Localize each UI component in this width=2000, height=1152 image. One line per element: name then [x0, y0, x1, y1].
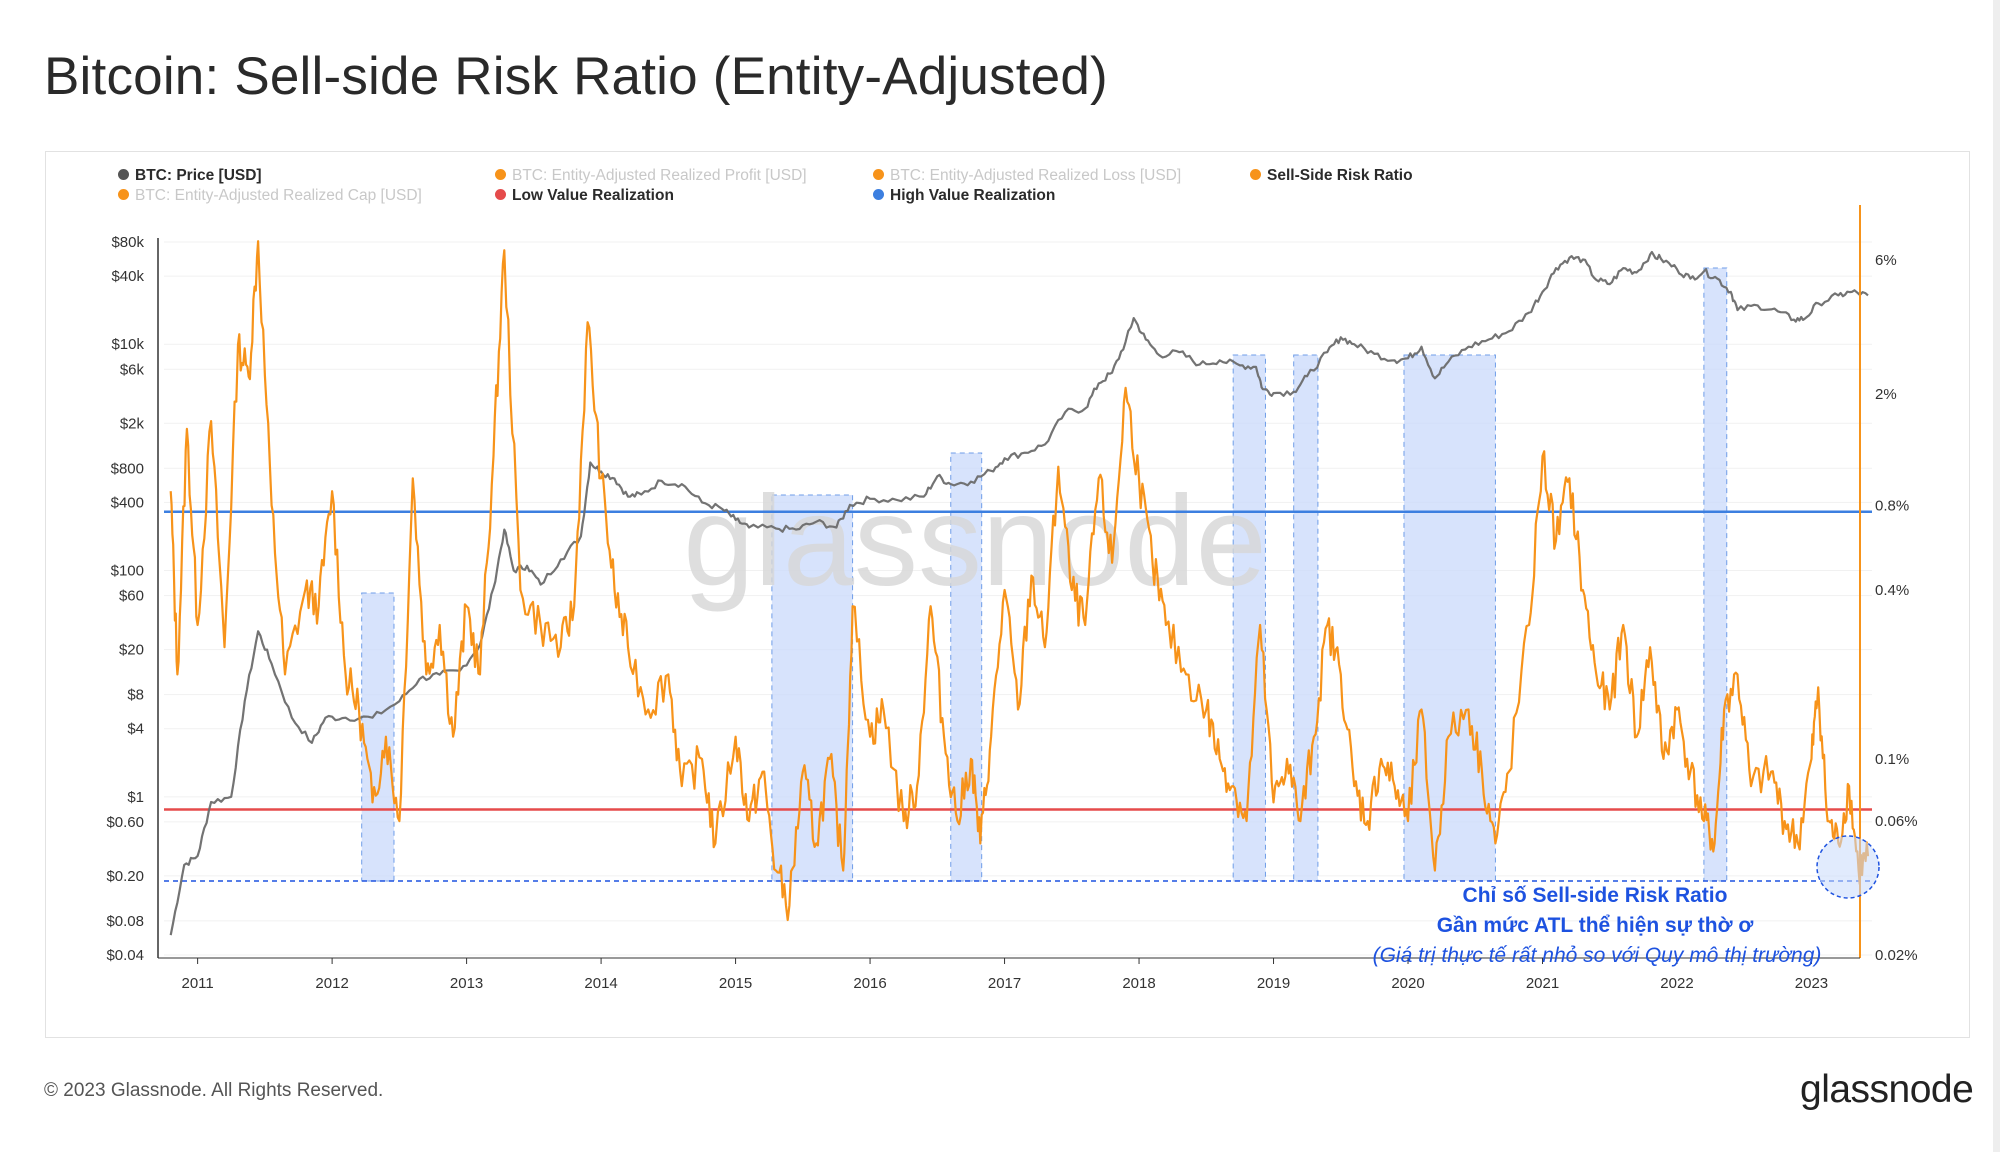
x-tick-label: 2020: [1391, 975, 1424, 992]
right-tick-label: 0.02%: [1875, 947, 1918, 964]
left-tick-label: $800: [111, 460, 144, 477]
legend-label: BTC: Entity-Adjusted Realized Cap [USD]: [135, 187, 422, 204]
x-tick-label: 2022: [1660, 975, 1693, 992]
copyright-text: © 2023 Glassnode. All Rights Reserved.: [44, 1080, 384, 1101]
left-tick-label: $4: [127, 721, 144, 738]
annotation-line3: (Giá trị thực tế rất nhỏ so với Quy mô t…: [1373, 944, 1822, 967]
left-tick-label: $40k: [111, 268, 144, 285]
left-tick-label: $80k: [111, 234, 144, 251]
x-tick-label: 2012: [315, 975, 348, 992]
left-tick-label: $0.08: [106, 913, 144, 930]
x-tick-label: 2011: [181, 975, 213, 992]
right-tick-label: 0.8%: [1875, 498, 1909, 515]
axes: $0.04 $0.08 $0.20 $0.60 $1 $4 $8 $20 $60 $100 $400…: [106, 205, 1918, 992]
legend-dot-icon: [873, 189, 884, 200]
series-lines: [169, 240, 1870, 936]
left-tick-label: $1: [127, 789, 144, 806]
left-tick-label: $0.04: [106, 947, 144, 964]
x-tick-label: 2019: [1257, 975, 1290, 992]
left-tick-label: $20: [119, 642, 144, 659]
legend-label: Low Value Realization: [512, 187, 674, 204]
threshold-lines: [164, 510, 1872, 882]
legend-dot-icon: [118, 189, 129, 200]
shaded-region: [1232, 354, 1266, 882]
x-tick-label: 2017: [988, 975, 1021, 992]
left-tick-label: $10k: [111, 336, 144, 353]
x-tick-label: 2016: [853, 975, 886, 992]
annotation-shapes: [1816, 835, 1880, 899]
left-tick-label: $400: [111, 494, 144, 511]
price-series-line: [169, 250, 1869, 936]
x-tick-label: 2013: [450, 975, 483, 992]
shaded-region: [361, 592, 395, 882]
watermark: glassnode: [683, 470, 1267, 613]
legend-label: BTC: Price [USD]: [135, 167, 262, 184]
legend-label: BTC: Entity-Adjusted Realized Profit [US…: [512, 167, 807, 184]
left-tick-label: $2k: [120, 415, 145, 432]
legend-item[interactable]: High Value Realization: [873, 187, 1055, 205]
x-tick-label: 2018: [1122, 975, 1155, 992]
x-tick-label: 2015: [719, 975, 752, 992]
x-tick-label: 2021: [1526, 975, 1559, 992]
shaded-region: [1703, 267, 1728, 882]
legend-item[interactable]: BTC: Entity-Adjusted Realized Loss [USD]: [873, 167, 1181, 185]
left-tick-label: $0.20: [106, 868, 144, 885]
left-tick-label: $0.60: [106, 814, 144, 831]
risk-ratio-series-line: [169, 240, 1870, 922]
left-tick-label: $8: [127, 687, 144, 704]
shaded-region: [1403, 354, 1496, 882]
x-tick-label: 2014: [584, 975, 617, 992]
left-tick-label: $6k: [120, 361, 145, 378]
legend-dot-icon: [495, 189, 506, 200]
legend-item[interactable]: BTC: Entity-Adjusted Realized Cap [USD]: [118, 187, 422, 205]
legend-item[interactable]: Sell-Side Risk Ratio: [1250, 167, 1413, 185]
annotation-line1: Chỉ số Sell-side Risk Ratio: [1463, 884, 1728, 907]
right-tick-label: 0.06%: [1875, 813, 1918, 830]
legend-item[interactable]: Low Value Realization: [495, 187, 674, 205]
legend-dot-icon: [495, 169, 506, 180]
legend-item[interactable]: BTC: Entity-Adjusted Realized Profit [US…: [495, 167, 807, 185]
right-tick-label: 2%: [1875, 386, 1897, 403]
annotation-line2: Gần mức ATL thể hiện sự thờ ơ: [1437, 914, 1754, 937]
left-tick-label: $100: [111, 563, 144, 580]
right-tick-label: 0.4%: [1875, 582, 1909, 599]
left-tick-label: $60: [119, 588, 144, 605]
atl-highlight-circle: [1816, 835, 1880, 899]
right-tick-label: 0.1%: [1875, 751, 1909, 768]
shaded-regions: [361, 267, 1728, 882]
legend-dot-icon: [873, 169, 884, 180]
legend-dot-icon: [1250, 169, 1261, 180]
x-tick-label: 2023: [1795, 975, 1828, 992]
right-tick-label: 6%: [1875, 252, 1897, 269]
glassnode-logo: glassnode: [1800, 1068, 1974, 1111]
legend-label: High Value Realization: [890, 187, 1056, 204]
legend-label: Sell-Side Risk Ratio: [1267, 167, 1413, 184]
legend-label: BTC: Entity-Adjusted Realized Loss [USD]: [890, 167, 1182, 184]
grid-lines: [164, 241, 1872, 956]
legend-dot-icon: [118, 169, 129, 180]
page-title: Bitcoin: Sell-side Risk Ratio (Entity-Ad…: [44, 47, 1108, 106]
legend-item[interactable]: BTC: Price [USD]: [118, 167, 262, 185]
